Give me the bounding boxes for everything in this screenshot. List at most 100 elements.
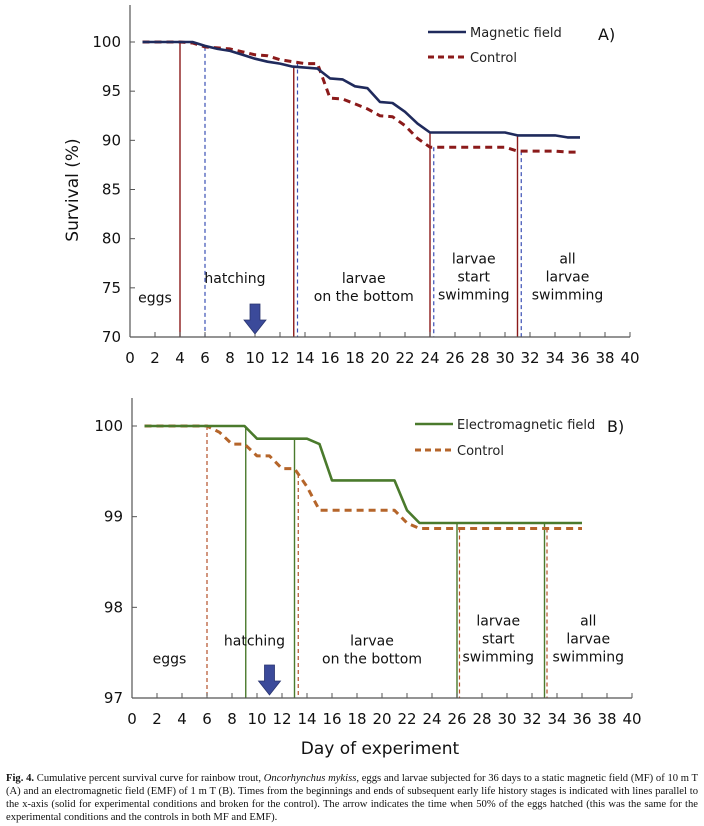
panel-label: B) (607, 417, 624, 436)
x-tick-label: 36 (572, 710, 591, 728)
stage-label-line: eggs (138, 291, 172, 307)
figure-caption: Fig. 4. Cumulative percent survival curv… (6, 772, 698, 824)
x-tick-label: 30 (495, 349, 514, 367)
x-tick-label: 16 (320, 349, 339, 367)
x-tick-label: 0 (127, 710, 137, 728)
stage-label-line: start (457, 269, 490, 285)
x-axis-title: Day of experiment (301, 739, 460, 759)
y-tick-label: 70 (102, 328, 121, 346)
x-tick-label: 18 (345, 349, 364, 367)
x-tick-label: 24 (420, 349, 439, 367)
series-line-electromagnetic-field (144, 424, 582, 525)
stage-label: larvae start swimming (438, 251, 510, 303)
x-tick-label: 4 (175, 349, 185, 367)
stage-label: eggs (138, 291, 172, 307)
stage-label-line: on the bottom (322, 651, 422, 667)
x-tick-label: 34 (547, 710, 566, 728)
x-tick-label: 14 (295, 349, 314, 367)
y-tick-label: 97 (104, 689, 123, 707)
chart-a: 0 2 4 6 8 10 12 14 16 18 20 22 24 26 28 30 32 34 36 38 40707… (63, 5, 640, 367)
series-line-control (144, 424, 582, 530)
x-tick-label: 2 (150, 349, 160, 367)
x-tick-label: 10 (247, 710, 266, 728)
x-tick-label: 40 (620, 349, 639, 367)
stage-label-line: all (580, 613, 596, 629)
stage-label: larvae start swimming (462, 613, 534, 665)
stage-label-line: larvae (566, 631, 610, 647)
stage-label-line: on the bottom (314, 289, 414, 305)
stage-label: eggs (153, 652, 187, 668)
panel-label: A) (598, 25, 615, 44)
y-tick-label: 100 (92, 33, 121, 51)
y-tick-label: 75 (102, 279, 121, 297)
stage-label: larvae on the bottom (322, 633, 422, 667)
x-tick-label: 22 (397, 710, 416, 728)
stage-label: all larvae swimming (532, 251, 604, 303)
x-tick-label: 26 (447, 710, 466, 728)
x-tick-label: 4 (177, 710, 187, 728)
caption-text-1: Cumulative percent survival curve for ra… (34, 773, 264, 784)
x-tick-label: 18 (347, 710, 366, 728)
x-tick-label: 26 (445, 349, 464, 367)
y-tick-label: 98 (104, 598, 123, 616)
x-tick-label: 6 (200, 349, 210, 367)
x-tick-label: 0 (125, 349, 135, 367)
caption-text-2: , eggs and larvae subjected for 36 days … (6, 773, 698, 823)
stage-label-line: larvae (342, 271, 386, 287)
x-tick-label: 22 (395, 349, 414, 367)
x-tick-label: 8 (225, 349, 235, 367)
x-tick-label: 6 (202, 710, 212, 728)
x-tick-label: 10 (245, 349, 264, 367)
stage-label-line: larvae (350, 633, 394, 649)
y-tick-label: 99 (104, 508, 123, 526)
stage-label: hatching (224, 633, 285, 649)
x-tick-label: 8 (227, 710, 237, 728)
x-tick-label: 32 (520, 349, 539, 367)
legend-label: Magnetic field (470, 26, 562, 41)
y-tick-label: 90 (102, 131, 121, 149)
x-tick-label: 40 (622, 710, 641, 728)
legend-label: Electromagnetic field (457, 418, 595, 433)
x-tick-label: 38 (597, 710, 616, 728)
x-tick-label: 12 (272, 710, 291, 728)
x-tick-label: 38 (595, 349, 614, 367)
hatch-50-arrow-icon (243, 303, 267, 335)
stage-label: larvae on the bottom (314, 271, 414, 305)
x-tick-label: 20 (372, 710, 391, 728)
stage-label-line: swimming (462, 649, 534, 665)
legend-label: Control (457, 444, 504, 459)
y-tick-label: 85 (102, 181, 121, 199)
stage-label-line: larvae (452, 251, 496, 267)
y-tick-label: 80 (102, 230, 121, 248)
x-tick-label: 36 (570, 349, 589, 367)
x-tick-label: 12 (270, 349, 289, 367)
caption-species: Oncorhynchus mykiss (263, 773, 357, 784)
x-tick-label: 34 (545, 349, 564, 367)
stage-label-line: hatching (224, 633, 285, 649)
x-tick-label: 28 (470, 349, 489, 367)
stage-label-line: hatching (204, 271, 265, 287)
x-tick-label: 28 (472, 710, 491, 728)
stage-label-line: swimming (532, 287, 604, 303)
stage-label-line: all (559, 251, 575, 267)
x-tick-label: 14 (297, 710, 316, 728)
figure: 0 2 4 6 8 10 12 14 16 18 20 22 24 26 28 30 32 34 36 38 40707… (63, 5, 642, 759)
stage-label: all larvae swimming (552, 613, 624, 665)
y-tick-label: 100 (94, 417, 123, 435)
y-axis-title: Survival (%) (63, 138, 83, 241)
series-line-magnetic-field (142, 40, 580, 139)
hatch-50-arrow-icon (257, 664, 282, 696)
chart-b: 0 2 4 6 8 10 12 14 16 18 20 22 24 26 28 30 32 34 36 38 40979… (94, 398, 642, 728)
stage-label-line: eggs (153, 652, 187, 668)
x-tick-label: 20 (370, 349, 389, 367)
x-tick-label: 24 (422, 710, 441, 728)
stage-label-line: larvae (476, 613, 520, 629)
stage-label-line: swimming (552, 649, 624, 665)
stage-label-line: start (482, 631, 515, 647)
stage-label-line: larvae (546, 269, 590, 285)
stage-label-line: swimming (438, 287, 510, 303)
legend-label: Control (470, 51, 517, 66)
x-tick-label: 30 (497, 710, 516, 728)
stage-label: hatching (204, 271, 265, 287)
caption-fig-label: Fig. 4. (6, 773, 35, 784)
